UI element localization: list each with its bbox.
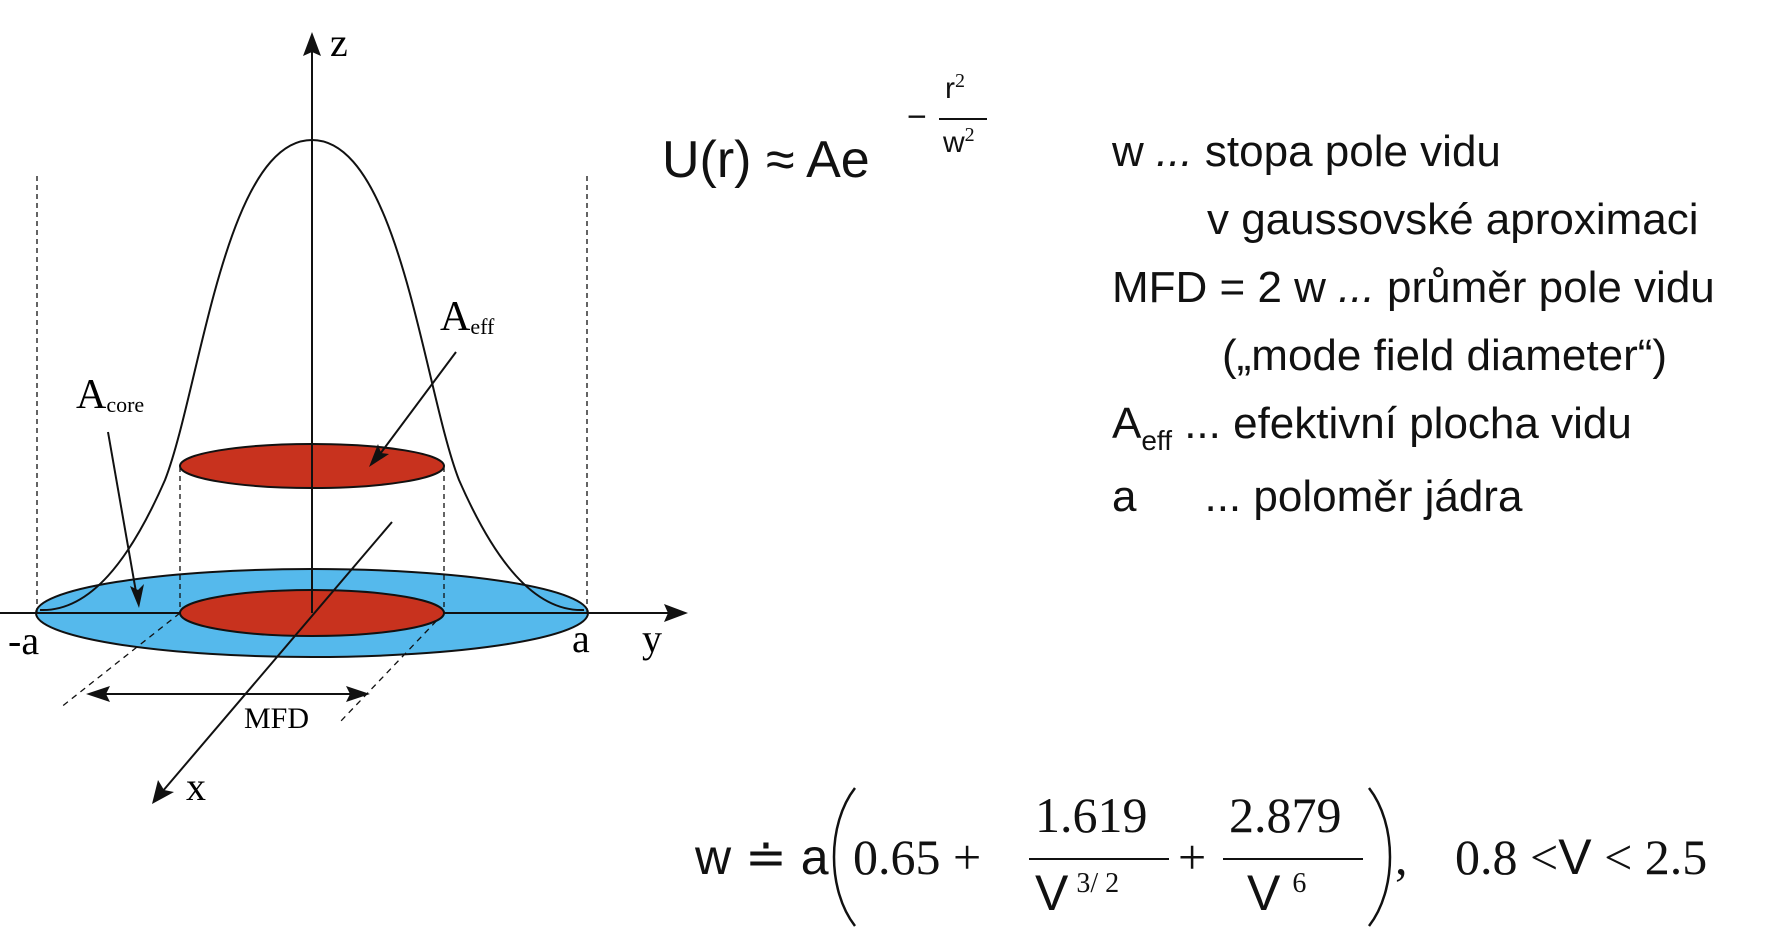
- formula2-frac1-numerator: 1.619: [1035, 787, 1148, 843]
- mfd-arrowhead-left: [86, 686, 110, 702]
- z-axis-label: z: [330, 20, 348, 65]
- y-axis-label: y: [642, 616, 662, 661]
- legend-line-mfd: MFD = 2 w ... průměr pole vidu: [1112, 263, 1715, 312]
- gaussian-approximation-formula: U(r) ≈ Ae − r2 w2: [662, 62, 1022, 192]
- dashed-guide-left: [59, 612, 181, 709]
- neg-a-label: -a: [8, 618, 39, 663]
- a-eff-pointer-line: [379, 351, 457, 455]
- formula2-frac1-denominator: V 3/ 2: [1035, 865, 1120, 921]
- left-paren: [832, 787, 856, 927]
- formula1-exp-denominator: w2: [943, 124, 975, 159]
- formula1-exp-fraction-bar: [939, 118, 987, 120]
- formula2-frac2-bar: [1223, 858, 1363, 860]
- a-core-label: Acore: [76, 372, 144, 418]
- x-axis: [161, 521, 393, 793]
- formula2-lhs: w ≐ a: [695, 829, 829, 885]
- formula1-exp-numerator: r2: [945, 70, 965, 105]
- a-eff-label: Aeff: [440, 294, 495, 340]
- formula2-term1: 0.65 +: [853, 829, 982, 885]
- a-core-pointer-arrowhead: [130, 584, 144, 608]
- a-eff-pointer-arrowhead: [369, 444, 389, 467]
- legend-line-mfd-english: („mode field diameter“): [1222, 331, 1668, 380]
- a-core-pointer-line: [107, 431, 137, 593]
- right-paren: [1368, 787, 1392, 927]
- x-axis-arrowhead: [152, 780, 174, 804]
- pos-a-label: a: [572, 616, 590, 661]
- legend-line-a: a... poloměr jádra: [1112, 472, 1523, 521]
- mfd-label: MFD: [244, 702, 309, 735]
- symbol-legend: w ... stopa pole vidu v gaussovské aprox…: [1112, 118, 1715, 531]
- x-axis-label: x: [186, 764, 206, 809]
- z-axis-arrowhead: [303, 32, 321, 56]
- y-axis-arrowhead: [664, 604, 688, 622]
- formula2-plus: +: [1178, 829, 1207, 885]
- legend-line-w: w ... stopa pole vidu: [1112, 127, 1501, 176]
- formula1-exponent: − r2 w2: [907, 70, 987, 160]
- mfd-arrowhead-right: [346, 686, 370, 702]
- formula1-exp-minus: −: [907, 98, 927, 136]
- formula2-frac2-numerator: 2.879: [1229, 787, 1342, 843]
- legend-line-gauss: v gaussovské aproximaci: [1207, 195, 1699, 244]
- formula2-comma: ,: [1395, 829, 1408, 885]
- fiber-mode-field-diagram: z y x -a a Acore Aeff MFD: [0, 20, 688, 809]
- formula2-frac1-bar: [1029, 858, 1169, 860]
- dashed-guide-right: [339, 612, 445, 723]
- legend-line-aeff: Aeff ... efektivní plocha vidu: [1112, 399, 1632, 456]
- formula1-lhs: U(r) ≈ Ae: [662, 131, 870, 189]
- formula2-condition: 0.8 <V < 2.5: [1455, 829, 1708, 885]
